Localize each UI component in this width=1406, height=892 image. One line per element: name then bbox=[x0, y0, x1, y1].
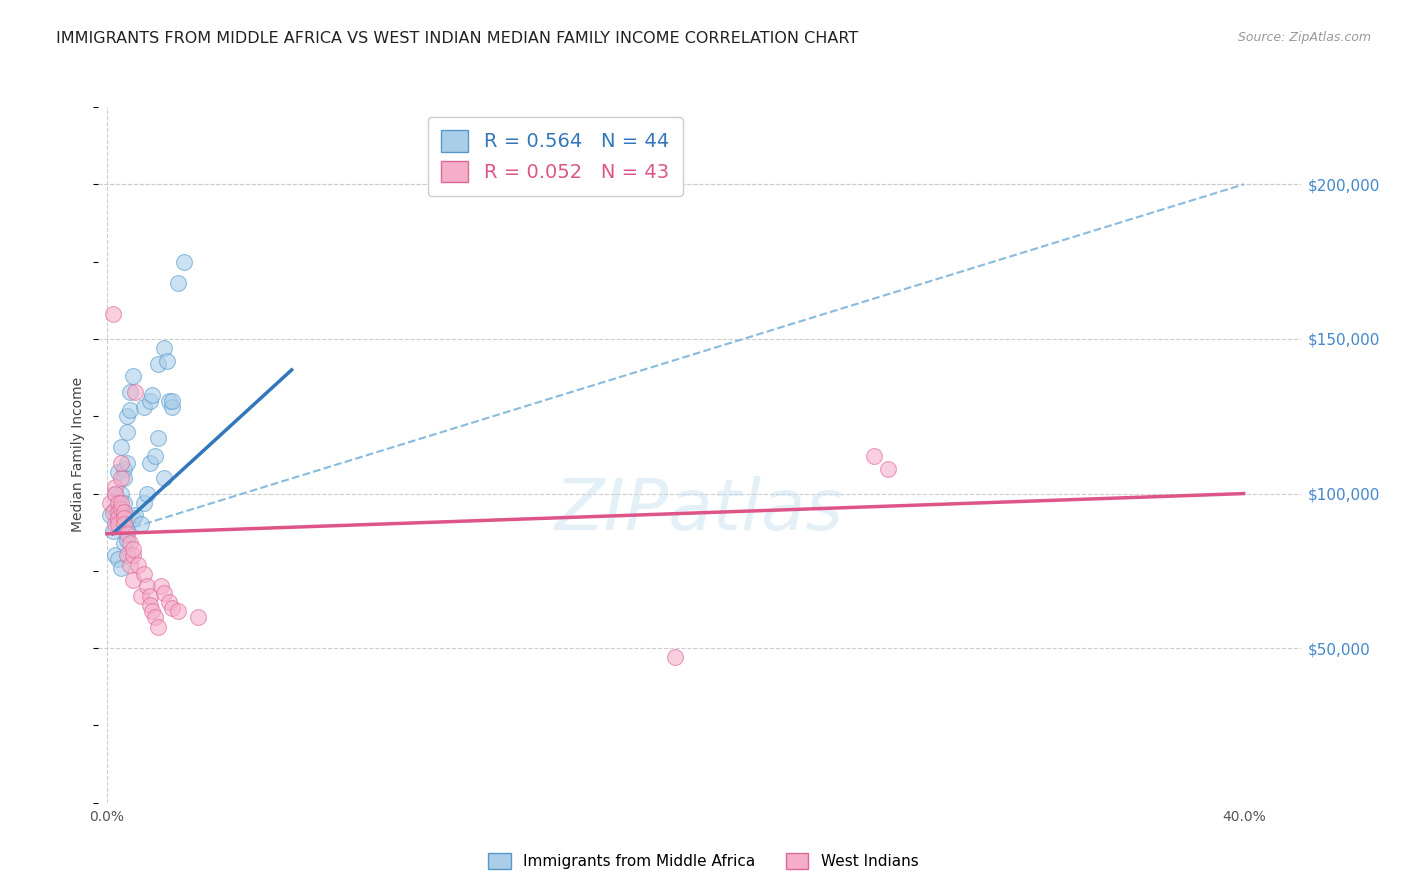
Point bbox=[107, 511, 129, 525]
Point bbox=[110, 496, 132, 510]
Point bbox=[118, 536, 141, 550]
Point bbox=[118, 384, 141, 399]
Legend: R = 0.564   N = 44, R = 0.052   N = 43: R = 0.564 N = 44, R = 0.052 N = 43 bbox=[427, 117, 683, 196]
Point bbox=[664, 650, 686, 665]
Point bbox=[115, 526, 138, 541]
Point bbox=[107, 517, 129, 532]
Point bbox=[115, 425, 138, 439]
Point bbox=[101, 505, 124, 519]
Point bbox=[110, 456, 132, 470]
Point bbox=[162, 601, 184, 615]
Point bbox=[141, 387, 163, 401]
Point bbox=[110, 502, 132, 516]
Point bbox=[127, 558, 149, 572]
Point bbox=[121, 369, 143, 384]
Point bbox=[104, 486, 127, 500]
Point bbox=[121, 542, 143, 557]
Point bbox=[107, 515, 129, 529]
Point bbox=[129, 589, 152, 603]
Point bbox=[115, 524, 138, 538]
Point bbox=[159, 595, 181, 609]
Point bbox=[152, 471, 174, 485]
Point bbox=[124, 508, 146, 523]
Point bbox=[101, 307, 124, 321]
Point bbox=[107, 496, 129, 510]
Point bbox=[98, 508, 121, 523]
Point bbox=[167, 604, 190, 618]
Point bbox=[110, 440, 132, 454]
Point bbox=[107, 465, 129, 479]
Point bbox=[118, 558, 141, 572]
Point bbox=[156, 353, 179, 368]
Text: IMMIGRANTS FROM MIDDLE AFRICA VS WEST INDIAN MEDIAN FAMILY INCOME CORRELATION CH: IMMIGRANTS FROM MIDDLE AFRICA VS WEST IN… bbox=[56, 31, 859, 46]
Point bbox=[187, 610, 209, 624]
Text: ZIPatlas: ZIPatlas bbox=[555, 476, 844, 545]
Point bbox=[115, 409, 138, 424]
Point bbox=[138, 456, 160, 470]
Point bbox=[146, 431, 169, 445]
Point bbox=[162, 393, 184, 408]
Point bbox=[149, 579, 172, 593]
Y-axis label: Median Family Income: Median Family Income bbox=[72, 377, 86, 533]
Point bbox=[112, 496, 135, 510]
Point bbox=[112, 511, 135, 525]
Point bbox=[118, 403, 141, 417]
Point bbox=[115, 533, 138, 547]
Point bbox=[129, 517, 152, 532]
Point bbox=[167, 277, 190, 291]
Point bbox=[110, 561, 132, 575]
Point bbox=[159, 393, 181, 408]
Point bbox=[104, 486, 127, 500]
Point bbox=[104, 517, 127, 532]
Point bbox=[877, 462, 900, 476]
Point bbox=[863, 450, 886, 464]
Point bbox=[107, 551, 129, 566]
Point bbox=[98, 496, 121, 510]
Point bbox=[107, 505, 129, 519]
Point bbox=[110, 486, 132, 500]
Point bbox=[173, 254, 195, 268]
Point bbox=[115, 549, 138, 563]
Point bbox=[143, 610, 166, 624]
Point bbox=[146, 357, 169, 371]
Text: Source: ZipAtlas.com: Source: ZipAtlas.com bbox=[1237, 31, 1371, 45]
Point bbox=[121, 573, 143, 587]
Point bbox=[132, 496, 155, 510]
Point bbox=[101, 524, 124, 538]
Point bbox=[110, 502, 132, 516]
Point bbox=[138, 589, 160, 603]
Point bbox=[138, 393, 160, 408]
Point bbox=[121, 549, 143, 563]
Point bbox=[146, 619, 169, 633]
Point bbox=[162, 400, 184, 414]
Point bbox=[112, 471, 135, 485]
Point bbox=[141, 604, 163, 618]
Point bbox=[135, 486, 157, 500]
Point bbox=[132, 400, 155, 414]
Point bbox=[112, 536, 135, 550]
Point bbox=[110, 471, 132, 485]
Point bbox=[115, 456, 138, 470]
Point bbox=[138, 598, 160, 612]
Point bbox=[112, 462, 135, 476]
Point bbox=[152, 585, 174, 599]
Point bbox=[135, 579, 157, 593]
Legend: Immigrants from Middle Africa, West Indians: Immigrants from Middle Africa, West Indi… bbox=[481, 847, 925, 875]
Point bbox=[132, 566, 155, 581]
Point bbox=[124, 384, 146, 399]
Point bbox=[104, 502, 127, 516]
Point bbox=[104, 480, 127, 494]
Point bbox=[104, 549, 127, 563]
Point bbox=[121, 511, 143, 525]
Point bbox=[143, 450, 166, 464]
Point bbox=[152, 341, 174, 355]
Point bbox=[112, 517, 135, 532]
Point bbox=[112, 505, 135, 519]
